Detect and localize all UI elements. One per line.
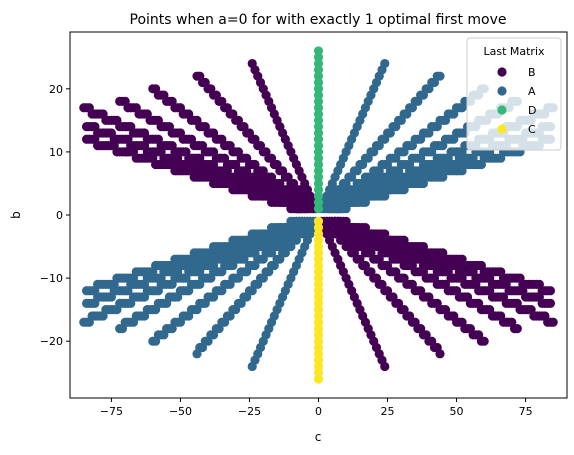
x-tick-label: 25 (381, 405, 395, 418)
data-point (313, 197, 324, 207)
data-point (313, 368, 324, 378)
data-point (313, 134, 324, 144)
legend-marker (497, 86, 507, 96)
data-point (313, 191, 324, 201)
data-point (313, 342, 324, 353)
y-axis-label: b (9, 211, 23, 219)
data-point (380, 361, 390, 372)
data-point (313, 115, 324, 125)
series-B (79, 58, 558, 372)
legend-label: B (528, 66, 536, 79)
data-point (313, 128, 324, 138)
y-axis-ticks: −20 −10 0 10 20 (40, 83, 70, 348)
data-point (313, 159, 324, 170)
data-point (435, 349, 445, 359)
data-point (313, 349, 324, 359)
legend-box (466, 37, 562, 151)
data-point (313, 241, 324, 252)
series-C (313, 216, 324, 384)
y-tick-label: 20 (49, 83, 63, 96)
legend-marker (497, 67, 507, 77)
data-point (435, 71, 445, 81)
data-point (313, 90, 324, 100)
data-point (313, 311, 324, 321)
data-point (313, 109, 324, 119)
data-point (294, 204, 304, 214)
x-tick-label: 75 (519, 405, 533, 418)
series-D (313, 46, 324, 214)
legend-marker (497, 124, 507, 134)
y-tick-label: −10 (40, 272, 63, 285)
data-point (313, 166, 324, 176)
data-point (545, 298, 556, 308)
data-point (313, 71, 324, 81)
data-point (313, 254, 324, 264)
data-point (313, 46, 324, 56)
data-point (313, 355, 324, 365)
data-point (313, 279, 324, 290)
data-point (313, 260, 324, 271)
data-point (313, 317, 324, 327)
data-point (313, 96, 324, 107)
data-point (313, 204, 324, 214)
y-tick-label: −20 (40, 335, 63, 348)
data-point (313, 103, 324, 113)
x-tick-label: 0 (315, 405, 322, 418)
data-point (380, 58, 390, 69)
data-point (294, 216, 304, 226)
data-point (512, 323, 522, 334)
data-point (313, 273, 324, 283)
data-point (313, 235, 324, 245)
data-point (313, 361, 324, 372)
x-tick-label: −75 (100, 405, 123, 418)
legend-label: D (528, 104, 536, 117)
data-point (313, 77, 324, 88)
y-tick-label: 10 (49, 146, 63, 159)
chart-title: Points when a=0 for with exactly 1 optim… (130, 12, 507, 28)
y-tick-label: 0 (56, 209, 63, 222)
data-point (313, 147, 324, 157)
data-point (313, 223, 324, 233)
data-point (313, 84, 324, 94)
x-tick-label: 50 (450, 405, 464, 418)
data-point (313, 172, 324, 182)
data-point (313, 122, 324, 132)
legend-label: C (528, 123, 536, 136)
data-point (313, 65, 324, 75)
data-point (548, 317, 558, 327)
legend-marker (497, 105, 507, 115)
data-point (313, 153, 324, 163)
data-point (313, 185, 324, 195)
data-point (313, 178, 324, 189)
data-point (313, 305, 324, 315)
data-point (479, 336, 489, 346)
data-point (313, 229, 324, 239)
data-point (313, 140, 324, 151)
data-point (313, 286, 324, 296)
data-point (313, 330, 324, 340)
data-point (545, 286, 556, 296)
data-point (313, 52, 324, 62)
data-point (313, 323, 324, 334)
x-tick-label: −50 (169, 405, 192, 418)
data-point (313, 292, 324, 302)
data-point (313, 298, 324, 308)
legend-label: A (528, 85, 536, 98)
data-point (313, 58, 324, 69)
data-point (313, 216, 324, 226)
data-point (313, 267, 324, 277)
x-axis-ticks: −75 −50 −25 0 25 50 75 (100, 398, 533, 418)
data-point (313, 374, 324, 384)
x-axis-label: c (315, 430, 322, 444)
data-points (79, 46, 558, 384)
data-point (313, 336, 324, 346)
x-tick-label: −25 (238, 405, 261, 418)
legend-title: Last Matrix (483, 45, 545, 58)
data-point (313, 248, 324, 258)
